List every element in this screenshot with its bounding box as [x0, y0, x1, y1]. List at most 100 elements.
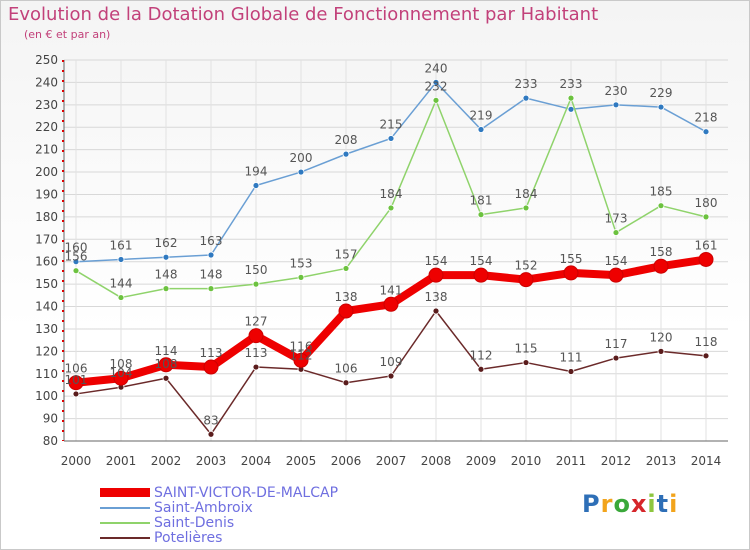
x-tick-label: 2011: [556, 454, 587, 468]
data-label: 152: [515, 259, 538, 273]
series-point: [248, 328, 264, 344]
data-label: 173: [605, 212, 628, 226]
series-point: [72, 267, 80, 275]
y-tick-label: 170: [35, 232, 58, 246]
x-tick-label: 2013: [646, 454, 677, 468]
series-point: [342, 150, 350, 158]
x-tick-label: 2000: [61, 454, 92, 468]
series-point: [72, 258, 80, 266]
data-label: 158: [650, 245, 673, 259]
series-point: [117, 294, 125, 301]
data-label: 116: [290, 339, 313, 353]
data-label: 161: [695, 238, 718, 252]
x-tick-label: 2010: [511, 454, 542, 468]
legend-label: Saint-Denis: [154, 514, 235, 531]
data-label: 114: [155, 344, 178, 358]
legend-label: Saint-Ambroix: [154, 499, 253, 516]
y-tick-label: 100: [35, 389, 58, 403]
data-label: 154: [425, 254, 448, 268]
series-point: [162, 253, 170, 261]
series-point: [72, 390, 80, 398]
series-point: [338, 303, 354, 319]
data-label: 215: [380, 117, 403, 131]
series-point: [473, 267, 489, 283]
data-label: 144: [110, 277, 133, 291]
data-label: 155: [560, 252, 583, 266]
data-label: 154: [470, 254, 493, 268]
series-point: [297, 273, 305, 281]
data-label: 200: [290, 151, 313, 165]
chart-subtitle: (en € et par an): [24, 28, 111, 41]
data-label: 113: [245, 346, 268, 360]
series-point: [563, 265, 579, 281]
proxiti-logo: Proxiti: [582, 490, 678, 518]
series-point: [432, 79, 440, 86]
x-tick-label: 2007: [376, 454, 407, 468]
y-tick-label: 180: [35, 210, 58, 224]
data-label: 160: [65, 241, 88, 255]
logo-letter: P: [582, 490, 601, 518]
series-point: [428, 267, 444, 283]
series-layer: [68, 79, 714, 438]
series-point: [657, 347, 665, 355]
logo-letter: o: [613, 490, 631, 518]
x-tick-label: 2008: [421, 454, 452, 468]
y-tick-label: 200: [35, 165, 58, 179]
legend-swatch: [100, 506, 150, 509]
series-point: [207, 430, 215, 438]
series-point: [387, 204, 395, 212]
axes: 8090100110120130140150160170180190200210…: [35, 53, 728, 468]
legend-swatch: [100, 521, 150, 524]
series-point: [207, 285, 215, 293]
data-label: 112: [470, 348, 493, 362]
series-point: [342, 265, 350, 272]
series-point: [297, 168, 305, 176]
y-tick-label: 160: [35, 255, 58, 269]
data-label: 109: [380, 355, 403, 369]
series-point: [657, 202, 665, 210]
y-tick-label: 230: [35, 98, 58, 112]
chart-title: Evolution de la Dotation Globale de Fonc…: [8, 4, 599, 25]
data-labels-layer: 160 161 162 163 194 200 208 215 240 219 233 230 229 2…: [65, 61, 718, 427]
x-tick-label: 2005: [286, 454, 317, 468]
series-point: [293, 352, 309, 368]
data-label: 184: [515, 187, 538, 201]
data-label: 148: [155, 268, 178, 282]
legend: SAINT-VICTOR-DE-MALCAP Saint-Ambroix Sai…: [100, 485, 338, 546]
series-point: [477, 211, 485, 219]
legend-item: Saint-Denis: [100, 514, 338, 531]
legend-label: Potelières: [154, 529, 223, 546]
series-point: [158, 357, 174, 373]
series-point: [612, 101, 620, 109]
y-tick-label: 80: [43, 434, 58, 448]
series-point: [567, 105, 575, 113]
logo-letter: r: [600, 490, 614, 518]
grid: [64, 59, 728, 442]
y-tick-label: 220: [35, 120, 58, 134]
data-label: 232: [425, 79, 448, 93]
data-label: 104: [110, 366, 133, 380]
data-label: 185: [650, 185, 673, 199]
data-label: 101: [65, 373, 88, 387]
data-label: 154: [605, 254, 628, 268]
data-label: 148: [200, 268, 223, 282]
logo-letter: i: [647, 490, 657, 518]
series-point: [117, 256, 125, 263]
series-point: [698, 251, 714, 267]
series-point: [612, 229, 620, 236]
x-tick-label: 2004: [241, 454, 272, 468]
data-label: 127: [245, 315, 268, 329]
series-point: [113, 370, 129, 386]
logo-letter: i: [669, 490, 679, 518]
series-point: [162, 285, 170, 293]
data-label: 233: [515, 77, 538, 91]
data-label: 153: [290, 256, 313, 270]
series-point: [252, 280, 260, 288]
data-label: 120: [650, 330, 673, 344]
data-label: 83: [203, 413, 218, 427]
data-label: 156: [65, 250, 88, 264]
series-point: [432, 307, 440, 315]
data-label: 138: [425, 290, 448, 304]
data-label: 157: [335, 247, 358, 261]
data-label: 233: [560, 77, 583, 91]
